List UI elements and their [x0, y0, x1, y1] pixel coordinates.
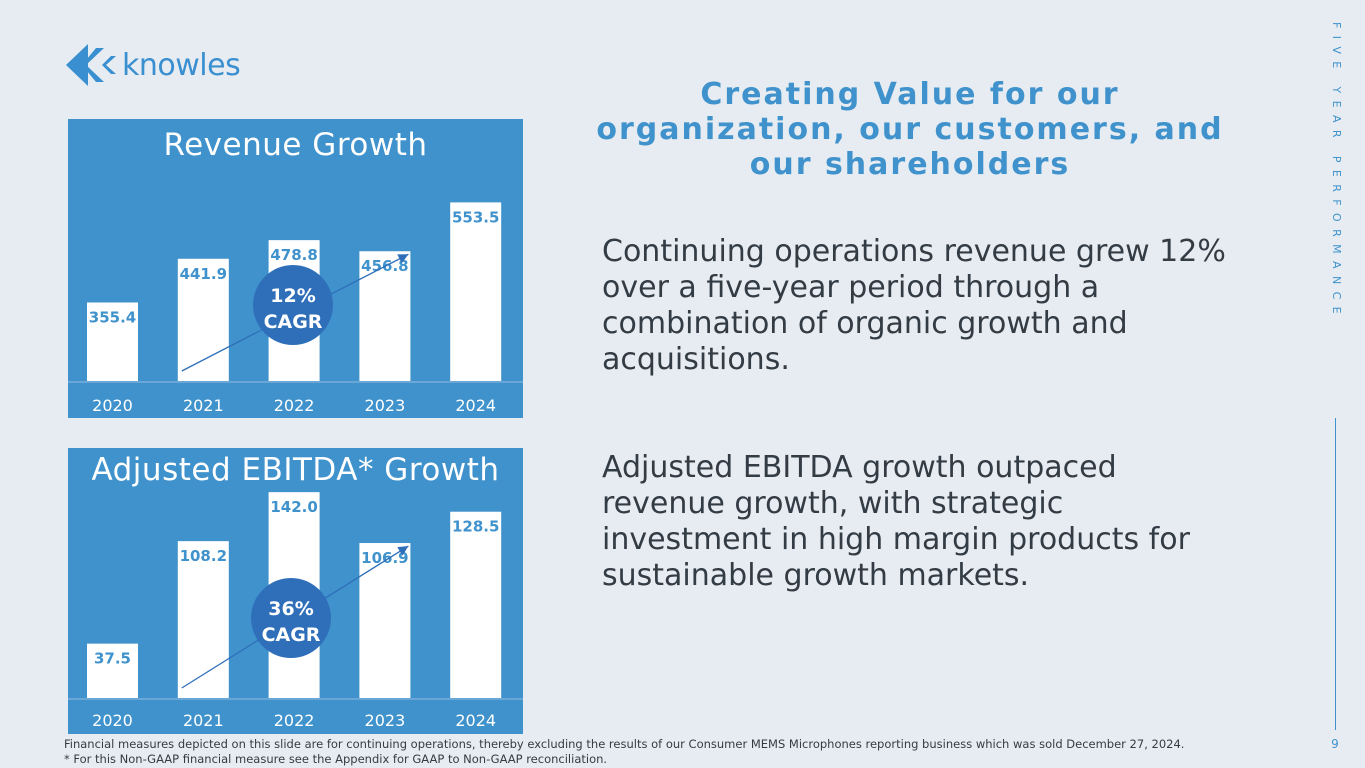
ebitda-cagr-percent: 36% — [268, 598, 313, 620]
ebitda-value-label-2020: 37.5 — [94, 650, 131, 668]
revenue-year-label-2023: 2023 — [365, 396, 406, 415]
revenue-bar-2020 — [87, 302, 138, 381]
revenue-chart: 355.42020441.92021478.82022456.82023553.… — [68, 202, 523, 415]
ebitda-year-label-2023: 2023 — [365, 711, 406, 730]
ebitda-description: Adjusted EBITDA growth outpaced revenue … — [602, 450, 1190, 593]
revenue-chart-title: Revenue Growth — [163, 127, 428, 163]
revenue-description: Continuing operations revenue grew 12% o… — [602, 234, 1226, 377]
revenue-year-label-2022: 2022 — [274, 396, 315, 415]
ebitda-chart: 37.52020108.22021142.02022106.92023128.5… — [68, 492, 523, 730]
knowles-chevron-icon — [66, 44, 116, 86]
ebitda-cagr-badge — [251, 578, 331, 658]
knowles-logo: knowles — [66, 44, 241, 86]
revenue-year-label-2024: 2024 — [455, 396, 496, 415]
ebitda-year-label-2021: 2021 — [183, 711, 224, 730]
ebitda-value-label-2024: 128.5 — [452, 518, 499, 536]
revenue-year-label-2021: 2021 — [183, 396, 224, 415]
logo-wordmark: knowles — [122, 47, 241, 83]
ebitda-year-label-2020: 2020 — [92, 711, 133, 730]
section-label: FIVE YEAR PERFORMANCE — [1330, 22, 1343, 322]
ebitda-trend-arrow-icon — [397, 546, 409, 556]
ebitda-value-label-2021: 108.2 — [180, 547, 227, 565]
ebitda-chart-panel: 37.5 2020 108.2 2021 142.0 2022 106.9 2023 128.5… — [68, 448, 523, 734]
revenue-bar-2024 — [450, 202, 502, 381]
revenue-bar-2023 — [359, 251, 411, 381]
ebitda-bar-2021 — [177, 541, 229, 698]
revenue-year-label-2020: 2020 — [92, 396, 133, 415]
footnote-non-gaap: * For this Non-GAAP financial measure se… — [64, 752, 608, 766]
ebitda-chart-title: Adjusted EBITDA* Growth — [91, 452, 500, 488]
revenue-cagr-percent: 12% — [270, 285, 315, 307]
ebitda-year-label-2022: 2022 — [274, 711, 315, 730]
revenue-value-label-2020: 355.4 — [89, 308, 136, 326]
revenue-value-label-2021: 441.9 — [180, 265, 227, 283]
ebitda-bar-2024 — [450, 511, 502, 698]
ebitda-bar-2020 — [87, 643, 138, 698]
ebitda-year-label-2024: 2024 — [455, 711, 496, 730]
footnote-continuing-ops: Financial measures depicted on this slid… — [64, 737, 1185, 751]
revenue-cagr-label: CAGR — [264, 311, 323, 333]
ebitda-bar-2023 — [359, 543, 411, 698]
headline: Creating Value for our organization, our… — [596, 77, 1224, 182]
page-number: 9 — [1331, 737, 1339, 751]
revenue-chart-panel: 355.42020441.92021478.82022456.82023553.… — [68, 119, 523, 418]
revenue-value-label-2024: 553.5 — [452, 208, 499, 226]
ebitda-cagr-label: CAGR — [262, 624, 321, 646]
footnotes: Financial measures depicted on this slid… — [64, 737, 1294, 767]
revenue-trend-arrow-icon — [397, 254, 409, 264]
revenue-value-label-2022: 478.8 — [270, 246, 317, 264]
ebitda-value-label-2022: 142.0 — [270, 498, 317, 516]
revenue-cagr-badge — [253, 265, 333, 345]
side-divider — [1335, 418, 1336, 730]
